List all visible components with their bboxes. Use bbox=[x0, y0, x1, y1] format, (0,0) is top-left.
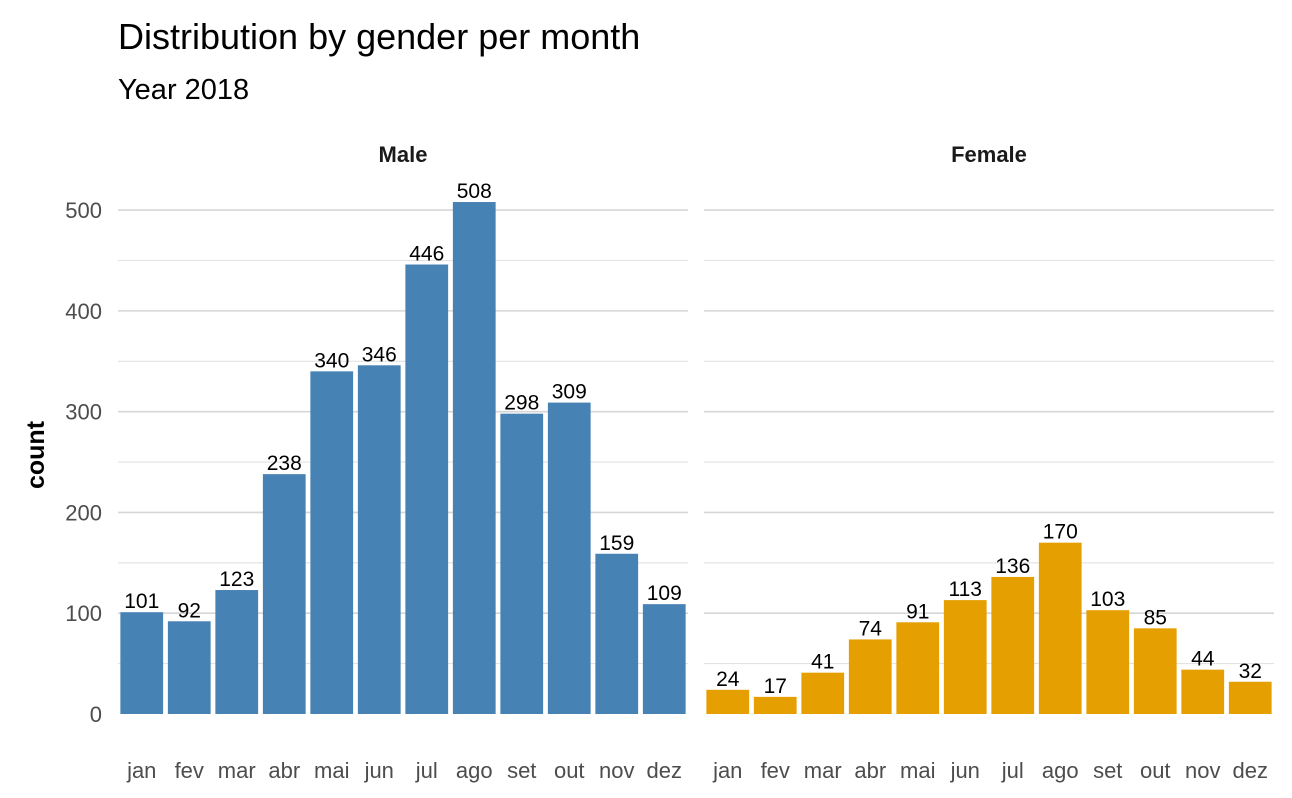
bar-value-label: 309 bbox=[552, 381, 587, 404]
x-tick-label: ago bbox=[1042, 758, 1079, 783]
x-tick-label: set bbox=[1093, 758, 1122, 783]
x-tick-label: ago bbox=[456, 758, 493, 783]
bar-female-nov bbox=[1181, 669, 1225, 714]
y-tick-label: 0 bbox=[90, 702, 102, 727]
bar-value-label: 103 bbox=[1090, 588, 1125, 611]
bar-female-mar bbox=[801, 672, 845, 714]
bar-value-label: 74 bbox=[859, 617, 883, 640]
bar-value-label: 101 bbox=[124, 590, 159, 613]
gridlines bbox=[118, 209, 688, 665]
x-tick-label: dez bbox=[1233, 758, 1268, 783]
x-tick-label: out bbox=[554, 758, 585, 783]
bar-value-label: 24 bbox=[716, 668, 740, 691]
bar-male-mar bbox=[215, 590, 259, 714]
bar-female-jun bbox=[943, 600, 987, 714]
x-tick-label: dez bbox=[647, 758, 682, 783]
bar-value-label: 170 bbox=[1043, 521, 1078, 544]
bar-male-dez bbox=[642, 604, 686, 714]
bar-value-label: 113 bbox=[949, 578, 982, 601]
bar-female-mai bbox=[896, 622, 940, 714]
x-tick-label: abr bbox=[268, 758, 300, 783]
bar-value-label: 340 bbox=[314, 349, 349, 372]
bar-value-label: 238 bbox=[267, 452, 302, 475]
x-tick-label: jun bbox=[950, 758, 980, 783]
facet-strip-label: Male bbox=[379, 142, 428, 167]
panel-female: Female 24 17 41 74 91 113 136 170 103 85 44 32 jan fev… bbox=[704, 142, 1274, 783]
bar-value-label: 109 bbox=[647, 582, 682, 605]
facet-strip-label: Female bbox=[951, 142, 1027, 167]
chart-subtitle: Year 2018 bbox=[118, 74, 249, 106]
bar-male-mai bbox=[310, 371, 354, 714]
bar-male-jul bbox=[405, 264, 449, 714]
bar-female-abr bbox=[848, 639, 892, 714]
bar-value-label: 346 bbox=[362, 343, 397, 366]
x-tick-label: set bbox=[507, 758, 536, 783]
bar-value-label: 136 bbox=[995, 555, 1030, 578]
bar-male-fev bbox=[167, 621, 211, 714]
y-tick-label: 100 bbox=[65, 601, 102, 626]
x-tick-label: mar bbox=[804, 758, 842, 783]
bar-female-set bbox=[1086, 610, 1130, 714]
y-tick-label: 200 bbox=[65, 500, 102, 525]
bar-male-jan bbox=[120, 612, 164, 714]
y-tick-labels: 0 100 200 300 400 500 bbox=[65, 198, 102, 727]
bar-male-set bbox=[500, 413, 544, 714]
x-tick-label: nov bbox=[599, 758, 634, 783]
y-axis-label: count bbox=[22, 420, 50, 489]
bar-value-label: 159 bbox=[599, 532, 634, 555]
bar-male-ago bbox=[452, 202, 496, 714]
gridlines bbox=[704, 209, 1274, 665]
x-tick-label: nov bbox=[1185, 758, 1220, 783]
x-tick-label: jul bbox=[1001, 758, 1024, 783]
bar-value-label: 92 bbox=[178, 599, 201, 622]
bar-male-abr bbox=[262, 474, 306, 714]
x-tick-label: fev bbox=[175, 758, 204, 783]
bar-value-label: 123 bbox=[219, 568, 254, 591]
bar-female-ago bbox=[1038, 542, 1082, 714]
bar-male-jun bbox=[357, 365, 401, 714]
y-tick-label: 500 bbox=[65, 198, 102, 223]
y-tick-label: 400 bbox=[65, 299, 102, 324]
x-tick-label: abr bbox=[854, 758, 886, 783]
bar-value-label: 17 bbox=[764, 675, 787, 698]
x-tick-label: jan bbox=[712, 758, 742, 783]
bar-value-label: 44 bbox=[1191, 648, 1215, 671]
x-tick-label: mai bbox=[314, 758, 349, 783]
x-tick-label: out bbox=[1140, 758, 1171, 783]
bar-value-label: 298 bbox=[504, 392, 539, 415]
bar-value-label: 508 bbox=[457, 180, 492, 203]
bar-value-label: 32 bbox=[1239, 660, 1262, 683]
bar-male-nov bbox=[595, 553, 639, 714]
bar-female-out bbox=[1133, 628, 1177, 714]
bar-value-label: 91 bbox=[906, 600, 929, 623]
y-tick-label: 300 bbox=[65, 400, 102, 425]
bar-female-jul bbox=[991, 576, 1035, 714]
x-tick-label: jul bbox=[415, 758, 438, 783]
bar-female-dez bbox=[1228, 681, 1272, 714]
bar-value-label: 85 bbox=[1144, 606, 1167, 629]
x-tick-label: jan bbox=[126, 758, 156, 783]
bar-value-label: 41 bbox=[811, 651, 834, 674]
bar-female-fev bbox=[753, 696, 797, 714]
x-tick-label: fev bbox=[761, 758, 790, 783]
panels: 0 100 200 300 400 500 Male 101 92 123 238 340 346 446… bbox=[65, 142, 1274, 783]
bar-value-label: 446 bbox=[409, 243, 444, 266]
x-tick-label: mai bbox=[900, 758, 935, 783]
bar-male-out bbox=[547, 402, 591, 714]
panel-male: Male 101 92 123 238 340 346 446 508 298 309 159 109 j… bbox=[118, 142, 688, 783]
chart-title: Distribution by gender per month bbox=[118, 16, 640, 57]
bar-female-jan bbox=[706, 689, 750, 714]
x-tick-label: mar bbox=[218, 758, 256, 783]
x-tick-label: jun bbox=[364, 758, 394, 783]
